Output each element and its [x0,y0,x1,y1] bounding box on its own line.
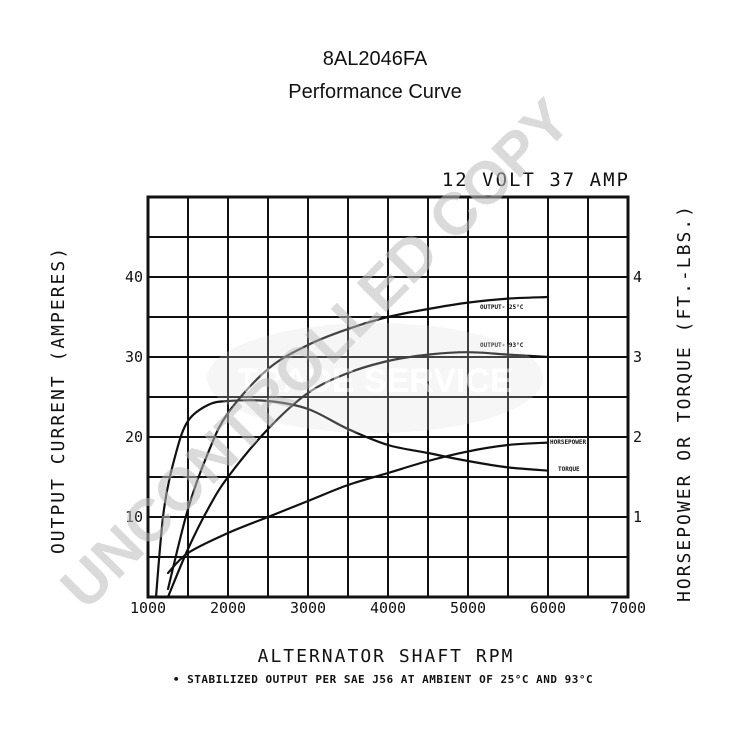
series-labels: OUTPUT- 25°C OUTPUT- 93°C HORSEPOWER TORQUE [480,304,587,473]
x-axis-title: ALTERNATOR SHAFT RPM [258,646,515,667]
y-axis-title-left: OUTPUT CURRENT (AMPERES) [48,246,69,554]
x-tick-label: 5000 [450,599,486,617]
plot-frame [146,195,630,599]
y-tick-label-left: 40 [125,268,143,286]
watermark-badge-text: TRADE SERVICE [237,362,512,400]
y-tick-label-right: 3 [633,348,642,366]
series-label-3: HORSEPOWER [550,439,587,446]
spec-label: 12 VOLT 37 AMP [442,169,630,191]
y-tick-label-right: 4 [633,268,642,286]
series-label-1: OUTPUT- 25°C [480,304,524,311]
grid [146,195,630,599]
y-tick-label-left: 30 [125,348,143,366]
series-line-2 [166,351,550,599]
series-line-1 [166,295,550,591]
x-tick-label: 7000 [610,599,646,617]
tick-labels: 1000 2000 3000 4000 5000 6000 7000 10 20 30 40 1 2 3 4 [125,268,646,617]
series-label-2: OUTPUT- 93°C [480,342,524,349]
x-tick-label: 2000 [210,599,246,617]
x-tick-label: 4000 [370,599,406,617]
y-tick-label-right: 1 [633,508,642,526]
y-tick-label-left: 10 [125,508,143,526]
chart-subtitle: Performance Curve [288,81,461,103]
footnote: • STABILIZED OUTPUT PER SAE J56 AT AMBIE… [173,673,593,686]
series-line-4 [154,399,550,599]
series-group [154,295,550,599]
x-tick-label: 6000 [530,599,566,617]
watermark-badge [207,323,543,433]
chart-title: 8AL2046FA [323,48,428,70]
x-tick-label: 1000 [130,599,166,617]
y-tick-label-left: 20 [125,428,143,446]
y-tick-label-right: 2 [633,428,642,446]
series-label-4: TORQUE [558,466,580,473]
x-tick-label: 3000 [290,599,326,617]
series-line-3 [166,441,550,575]
y-axis-title-right: HORSEPOWER OR TORQUE (FT.-LBS.) [674,204,695,602]
